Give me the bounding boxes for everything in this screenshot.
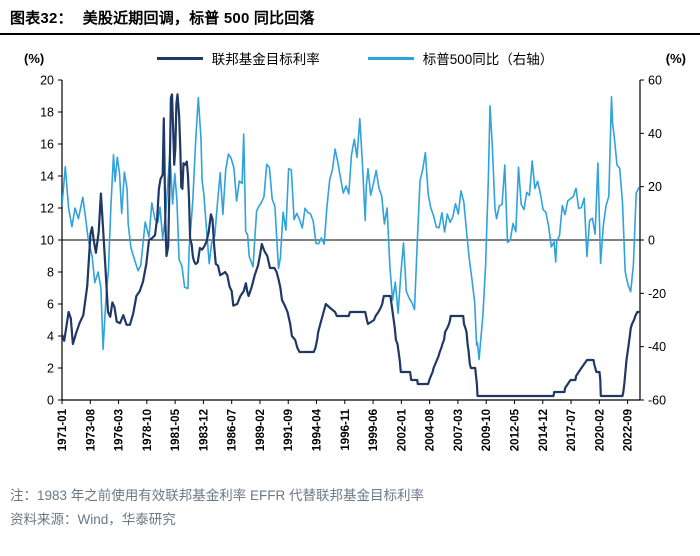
x-axis-tick-label: 2022-09 bbox=[623, 409, 635, 451]
x-axis-tick-label: 2017-07 bbox=[566, 409, 578, 451]
x-axis-tick-label: 2004-08 bbox=[425, 408, 437, 451]
chart-legend: 联邦基金目标利率 标普500同比（右轴） bbox=[156, 48, 554, 68]
left-axis-tick-label: 14 bbox=[40, 170, 54, 184]
right-axis-tick-label: 40 bbox=[648, 127, 662, 141]
left-axis-tick-label: 18 bbox=[40, 106, 54, 120]
x-axis-tick-label: 2002-01 bbox=[396, 408, 408, 451]
x-axis-tick-label: 2014-12 bbox=[538, 409, 550, 451]
x-axis-tick-label: 1991-09 bbox=[283, 409, 295, 451]
right-axis-tick-label: 60 bbox=[648, 74, 662, 88]
x-axis-tick-label: 1978-10 bbox=[142, 409, 154, 451]
left-axis-tick-label: 6 bbox=[47, 298, 54, 312]
figure-title: 图表32： 美股近期回调，标普 500 同比回落 bbox=[0, 0, 700, 35]
left-axis-tick-label: 4 bbox=[47, 330, 54, 344]
left-axis-tick-label: 12 bbox=[40, 202, 54, 216]
legend-label-ffr: 联邦基金目标利率 bbox=[211, 52, 320, 67]
left-axis-tick-label: 20 bbox=[40, 74, 54, 88]
x-axis-tick-label: 1996-11 bbox=[340, 408, 352, 450]
x-axis-tick-label: 1986-07 bbox=[227, 409, 239, 451]
chart-notes: 注：1983 年之前使用有效联邦基金利率 EFFR 代替联邦基金目标利率 资料来… bbox=[0, 470, 700, 533]
x-axis-tick-label: 1976-03 bbox=[114, 409, 126, 451]
right-axis-unit: (%) bbox=[665, 50, 686, 66]
legend-item-ffr: 联邦基金目标利率 bbox=[156, 48, 320, 68]
spx-line-swatch bbox=[367, 56, 414, 60]
left-axis-tick-label: 16 bbox=[40, 138, 54, 152]
footnote-note: 注：1983 年之前使用有效联邦基金利率 EFFR 代替联邦基金目标利率 bbox=[10, 488, 425, 503]
x-axis-tick-label: 1973-08 bbox=[85, 408, 97, 451]
left-axis-tick-label: 8 bbox=[47, 266, 54, 280]
x-axis-tick-label: 1971-01 bbox=[57, 408, 69, 451]
footnote-source: 资料来源：Wind，华泰研究 bbox=[10, 512, 176, 528]
x-axis-tick-label: 1981-05 bbox=[170, 408, 182, 451]
x-axis-tick-label: 2020-02 bbox=[594, 409, 606, 451]
right-axis-tick-label: 20 bbox=[648, 180, 662, 194]
series-line-ffr bbox=[62, 93, 640, 398]
x-axis-tick-label: 2012-05 bbox=[509, 408, 521, 451]
x-axis-tick-label: 1983-12 bbox=[198, 409, 210, 451]
legend-label-spx: 标普500同比（右轴） bbox=[422, 52, 554, 67]
left-axis-tick-label: 0 bbox=[47, 394, 54, 408]
right-axis-tick-label: -60 bbox=[648, 394, 666, 408]
figure-title-prefix: 图表32： bbox=[10, 10, 73, 27]
figure-title-text: 美股近期回调，标普 500 同比回落 bbox=[82, 10, 315, 27]
chart-svg: 0 2 4 6 8 10 12 14 16 18 20 60 40 20 0 -20 -40 -60 1971-01… bbox=[40, 74, 666, 452]
x-axis-tick-label: 1989-02 bbox=[255, 409, 267, 451]
right-axis-tick-label: -20 bbox=[648, 287, 666, 301]
legend-row: (%) 联邦基金目标利率 标普500同比（右轴） (%) bbox=[0, 35, 700, 68]
report-figure-page: 图表32： 美股近期回调，标普 500 同比回落 (%) 联邦基金目标利率 标普5… bbox=[0, 0, 700, 533]
x-axis-tick-label: 2009-10 bbox=[481, 409, 493, 451]
legend-item-spx: 标普500同比（右轴） bbox=[367, 48, 554, 68]
right-axis-tick-label: 0 bbox=[648, 234, 655, 248]
x-axis-tick-label: 2007-03 bbox=[453, 409, 465, 451]
left-axis-tick-label: 2 bbox=[47, 362, 54, 376]
left-axis-unit: (%) bbox=[24, 50, 45, 66]
left-axis-tick-label: 10 bbox=[40, 234, 54, 248]
x-axis-tick-label: 1994-04 bbox=[312, 408, 324, 451]
right-axis-tick-label: -40 bbox=[648, 340, 666, 354]
series-line-spx bbox=[62, 95, 640, 361]
x-axis-tick-label: 1999-06 bbox=[368, 409, 380, 451]
ffr-line-swatch bbox=[156, 56, 203, 60]
